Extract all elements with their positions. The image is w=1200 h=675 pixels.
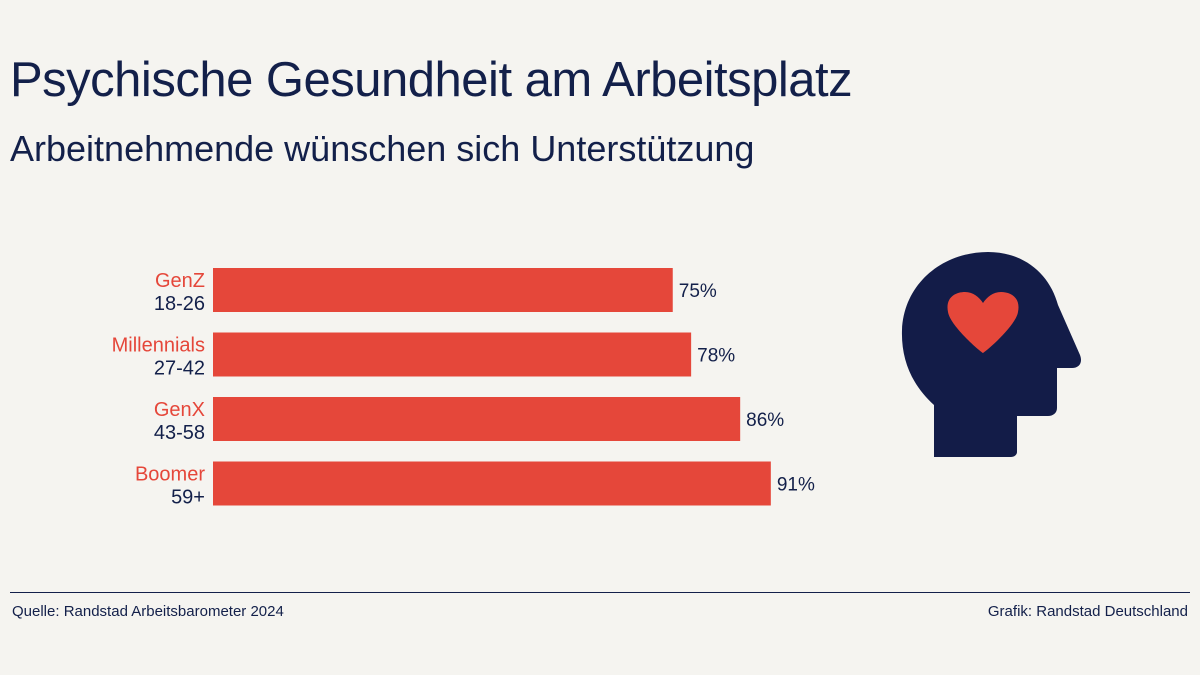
category-label: GenX [154,399,205,421]
value-label: 91% [777,475,815,496]
head-silhouette [901,252,1082,457]
category-label: GenZ [155,270,205,292]
category-label: Millennials [112,335,205,357]
age-range-label: 27-42 [154,358,205,380]
head-with-heart-icon [901,252,1082,457]
chart-title: Psychische Gesundheit am Arbeitsplatz [10,53,853,107]
heart-icon [947,292,1019,353]
value-label: 75% [679,281,717,302]
value-label: 86% [746,410,784,431]
chart-subtitle: Arbeitnehmende wünschen sich Unterstützu… [10,128,755,169]
credit-note: Grafik: Randstad Deutschland [987,603,1188,620]
source-note: Quelle: Randstad Arbeitsbarometer 2024 [12,603,284,620]
bar-genz [213,268,673,312]
category-label: Boomer [135,464,205,486]
footer-divider [10,592,1190,593]
age-range-label: 43-58 [154,422,205,444]
age-range-label: 18-26 [154,293,205,315]
bar-genx [213,397,741,441]
bar-boomer [213,461,771,506]
age-range-label: 59+ [171,487,205,509]
bar-millennials [213,332,692,377]
value-label: 78% [697,346,735,367]
